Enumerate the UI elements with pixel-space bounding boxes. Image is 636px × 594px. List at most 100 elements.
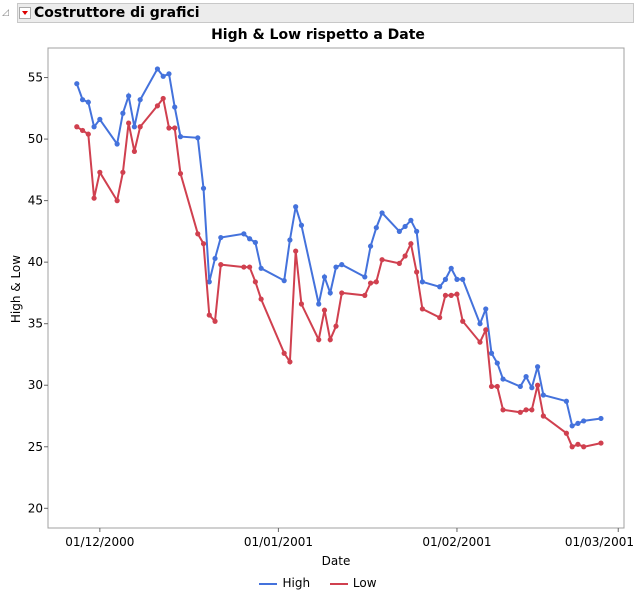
data-point-low	[195, 231, 201, 237]
data-point-high	[367, 243, 374, 249]
data-point-high	[569, 423, 575, 429]
legend-swatch-high	[259, 582, 278, 585]
data-point-high	[414, 228, 420, 234]
data-point-low	[281, 350, 287, 356]
data-point-high	[437, 284, 443, 290]
data-point-high	[287, 237, 293, 243]
data-point-low	[581, 444, 587, 450]
data-point-high	[252, 239, 258, 246]
header-title: Costruttore di grafici	[34, 5, 200, 21]
data-point-high	[500, 376, 506, 382]
data-point-low	[97, 169, 103, 175]
data-point-high	[206, 279, 212, 285]
y-tick-label: 50	[28, 132, 43, 146]
y-tick-label: 55	[28, 71, 43, 85]
data-point-low	[160, 95, 166, 102]
data-point-high	[448, 265, 454, 271]
data-point-low	[200, 241, 207, 247]
data-point-low	[367, 280, 374, 286]
x-tick-label: 01/01/2001	[244, 535, 313, 549]
data-point-high	[402, 223, 408, 230]
data-point-high	[483, 306, 489, 312]
data-point-high	[535, 364, 541, 370]
data-point-low	[241, 264, 247, 270]
data-point-high	[137, 97, 143, 103]
data-point-low	[483, 327, 489, 333]
data-point-low	[517, 409, 523, 415]
data-point-low	[258, 296, 264, 302]
x-tick-label: 01/03/2001	[565, 535, 634, 549]
data-point-low	[569, 444, 575, 450]
x-axis-label: Date	[321, 554, 351, 568]
data-point-high	[327, 290, 333, 296]
data-point-high	[408, 217, 414, 223]
data-point-high	[373, 225, 379, 231]
data-point-high	[120, 110, 126, 116]
data-point-high	[281, 278, 287, 284]
data-point-high	[575, 420, 581, 426]
data-point-high	[200, 185, 207, 191]
data-point-high	[494, 360, 500, 366]
data-point-high	[529, 385, 535, 391]
data-point-low	[206, 312, 212, 318]
data-point-high	[396, 228, 402, 234]
data-point-high	[177, 134, 184, 140]
data-point-high	[362, 274, 368, 280]
data-point-high	[523, 374, 529, 380]
y-tick-label: 40	[28, 255, 43, 269]
data-point-high	[126, 93, 132, 99]
red-triangle-menu-icon[interactable]	[19, 7, 31, 19]
data-point-low	[362, 292, 368, 298]
y-tick-label: 30	[28, 378, 43, 392]
data-point-low	[408, 241, 414, 247]
data-point-low	[287, 359, 293, 365]
collapse-triangle-icon[interactable]: ◿	[2, 8, 9, 18]
data-point-high	[321, 274, 328, 280]
data-point-high	[563, 398, 570, 404]
y-tick-label: 25	[28, 440, 43, 454]
x-tick-label: 01/02/2001	[422, 535, 491, 549]
data-point-low	[575, 441, 581, 447]
data-point-low	[79, 127, 86, 134]
data-point-high	[97, 116, 103, 122]
plot-frame	[47, 47, 625, 529]
data-point-low	[298, 301, 305, 307]
data-point-high	[333, 264, 339, 270]
data-point-high	[454, 276, 460, 282]
data-point-low	[91, 195, 97, 201]
data-point-low	[293, 248, 299, 254]
data-point-high	[160, 73, 166, 79]
legend-item-high[interactable]: High	[259, 576, 310, 590]
data-point-low	[212, 318, 218, 324]
data-point-high	[258, 265, 264, 271]
data-point-high	[598, 415, 604, 422]
data-point-low	[500, 407, 506, 413]
y-axis-label: High & Low	[9, 254, 23, 324]
data-point-low	[535, 382, 541, 388]
data-point-high	[477, 321, 483, 327]
data-point-high	[339, 262, 345, 268]
data-point-low	[120, 169, 126, 175]
data-point-low	[247, 264, 253, 270]
data-point-high	[154, 66, 161, 72]
legend-label-high: High	[282, 576, 311, 590]
data-point-low	[74, 124, 80, 130]
data-point-low	[563, 430, 570, 436]
data-point-high	[218, 234, 224, 241]
data-point-low	[598, 440, 604, 446]
data-point-high	[442, 276, 449, 282]
graph-builder-header: Costruttore di grafici	[17, 3, 634, 23]
data-point-low	[154, 103, 161, 109]
data-point-low	[454, 291, 460, 297]
data-point-low	[316, 337, 322, 343]
data-point-high	[247, 236, 253, 242]
data-point-high	[241, 231, 247, 237]
data-point-low	[523, 407, 529, 413]
chart-title: High & Low rispetto a Date	[211, 27, 425, 43]
data-point-low	[379, 257, 385, 263]
data-point-high	[419, 279, 425, 285]
legend-item-low[interactable]: Low	[329, 576, 377, 590]
data-point-low	[488, 383, 495, 390]
data-point-high	[212, 255, 218, 262]
